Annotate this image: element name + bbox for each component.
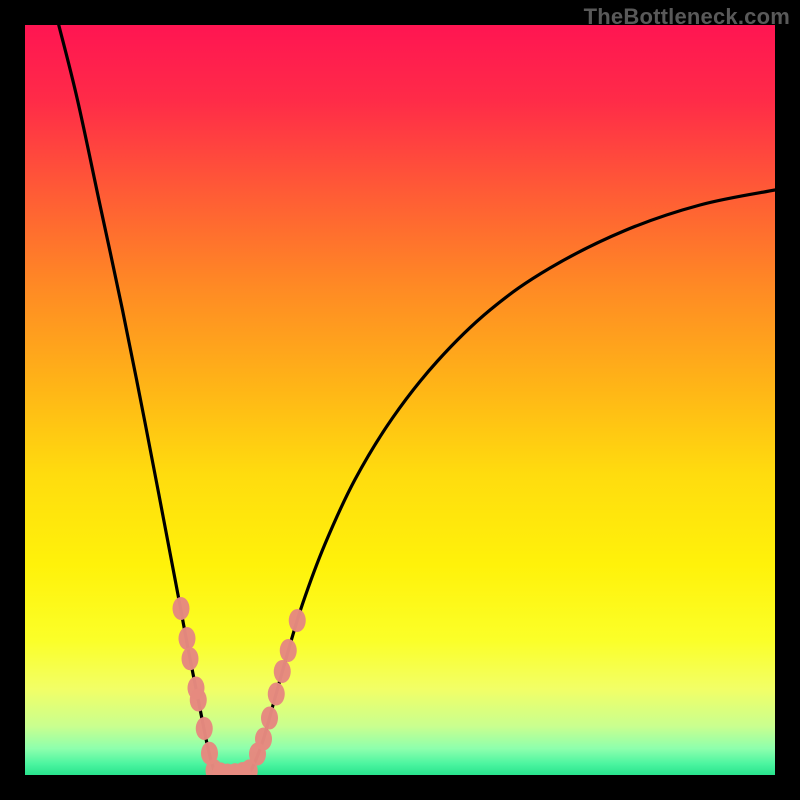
marker-left_arm [190,689,207,712]
marker-left_arm [182,647,199,670]
chart-frame: TheBottleneck.com [0,0,800,800]
marker-right_arm [261,707,278,730]
marker-left_arm [179,627,196,650]
gradient-background [25,25,775,775]
marker-right_arm [289,609,306,632]
marker-left_arm [196,717,213,740]
marker-left_arm [173,597,190,620]
marker-right_arm [280,639,297,662]
marker-right_arm [268,683,285,706]
plot-svg [25,25,775,775]
marker-right_arm [274,660,291,683]
marker-right_arm [255,728,272,751]
watermark-text: TheBottleneck.com [584,4,790,30]
plot-area [25,25,775,775]
